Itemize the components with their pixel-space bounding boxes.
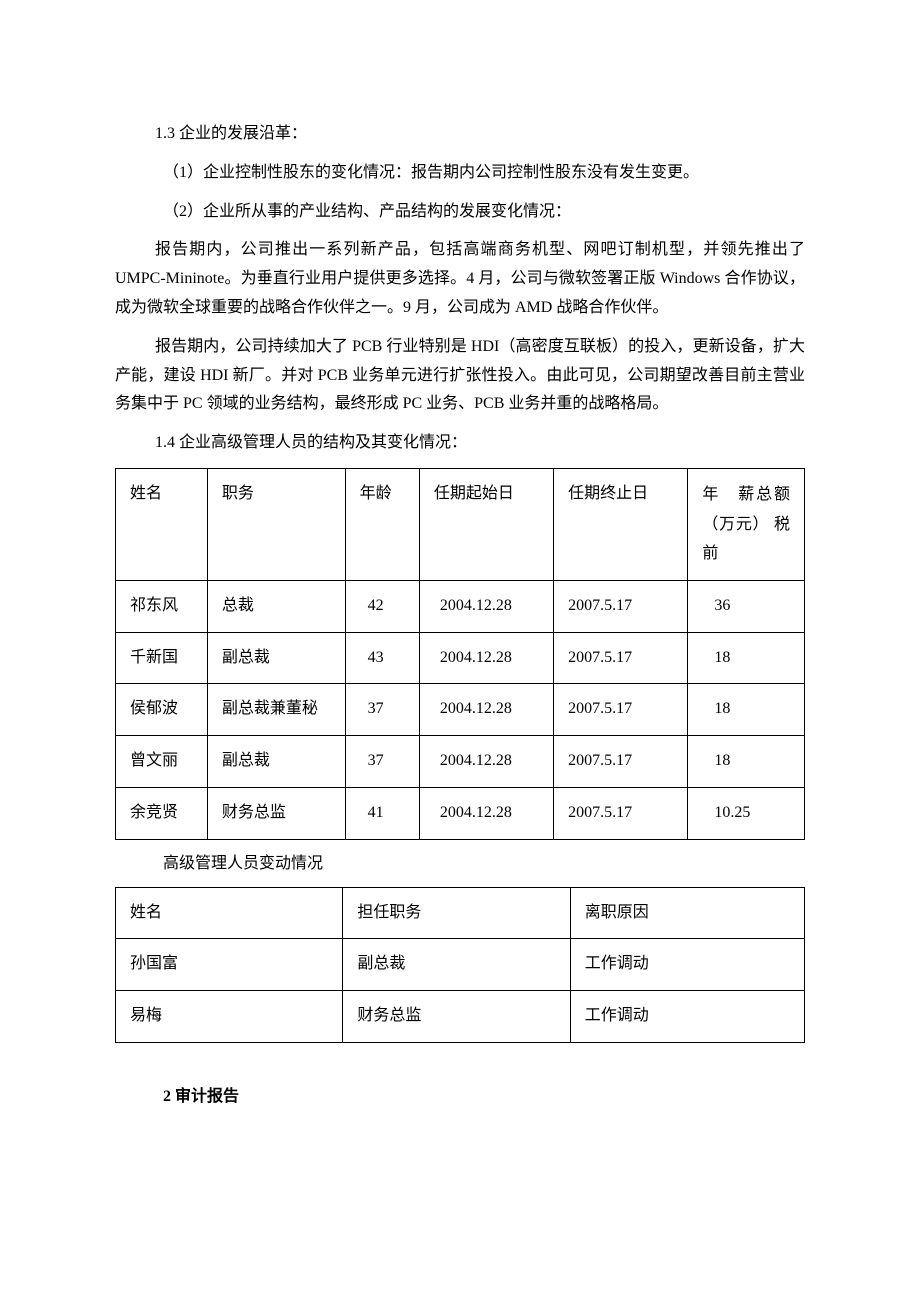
cell-age: 41 <box>345 787 419 839</box>
section-1-3-para1: 报告期内，公司推出一系列新产品，包括高端商务机型、网吧订制机型，并领先推出了 U… <box>115 236 805 322</box>
col-position: 担任职务 <box>343 887 570 939</box>
cell-end: 2007.5.17 <box>554 736 688 788</box>
section-1-3-para2: 报告期内，公司持续加大了 PCB 行业特别是 HDI（高密度互联板）的投入，更新… <box>115 333 805 419</box>
col-age: 年龄 <box>345 468 419 580</box>
cell-salary: 18 <box>688 684 805 736</box>
cell-position: 财务总监 <box>343 991 570 1043</box>
section-1-4-heading: 1.4 企业高级管理人员的结构及其变化情况： <box>115 429 805 458</box>
section-1-3-heading: 1.3 企业的发展沿革： <box>115 120 805 149</box>
change-table: 姓名 担任职务 离职原因 孙国富 副总裁 工作调动 易梅 财务总监 工作调动 <box>115 887 805 1043</box>
table-row: 侯郁波 副总裁兼董秘 37 2004.12.28 2007.5.17 18 <box>116 684 805 736</box>
cell-position: 总裁 <box>207 580 345 632</box>
table-header-row: 姓名 职务 年龄 任期起始日 任期终止日 年 薪总额（万元） 税前 <box>116 468 805 580</box>
cell-name: 祁东风 <box>116 580 208 632</box>
cell-salary: 36 <box>688 580 805 632</box>
col-reason: 离职原因 <box>570 887 804 939</box>
table-row: 易梅 财务总监 工作调动 <box>116 991 805 1043</box>
cell-start: 2004.12.28 <box>419 684 553 736</box>
col-name: 姓名 <box>116 887 343 939</box>
cell-start: 2004.12.28 <box>419 632 553 684</box>
cell-name: 曾文丽 <box>116 736 208 788</box>
cell-start: 2004.12.28 <box>419 580 553 632</box>
cell-start: 2004.12.28 <box>419 787 553 839</box>
cell-position: 财务总监 <box>207 787 345 839</box>
cell-end: 2007.5.17 <box>554 684 688 736</box>
section-1-3-item1: （1）企业控制性股东的变化情况：报告期内公司控制性股东没有发生变更。 <box>115 159 805 188</box>
cell-position: 副总裁 <box>343 939 570 991</box>
cell-name: 孙国富 <box>116 939 343 991</box>
cell-age: 42 <box>345 580 419 632</box>
change-caption: 高级管理人员变动情况 <box>115 850 805 879</box>
cell-end: 2007.5.17 <box>554 787 688 839</box>
cell-name: 余竞贤 <box>116 787 208 839</box>
col-end: 任期终止日 <box>554 468 688 580</box>
col-start: 任期起始日 <box>419 468 553 580</box>
table-row: 余竞贤 财务总监 41 2004.12.28 2007.5.17 10.25 <box>116 787 805 839</box>
cell-salary: 10.25 <box>688 787 805 839</box>
cell-reason: 工作调动 <box>570 939 804 991</box>
cell-end: 2007.5.17 <box>554 580 688 632</box>
col-salary: 年 薪总额（万元） 税前 <box>688 468 805 580</box>
table-row: 千新国 副总裁 43 2004.12.28 2007.5.17 18 <box>116 632 805 684</box>
cell-position: 副总裁 <box>207 736 345 788</box>
cell-start: 2004.12.28 <box>419 736 553 788</box>
section-2-heading: 2 审计报告 <box>115 1083 805 1112</box>
cell-name: 侯郁波 <box>116 684 208 736</box>
table-row: 曾文丽 副总裁 37 2004.12.28 2007.5.17 18 <box>116 736 805 788</box>
col-position: 职务 <box>207 468 345 580</box>
cell-age: 37 <box>345 684 419 736</box>
management-table: 姓名 职务 年龄 任期起始日 任期终止日 年 薪总额（万元） 税前 祁东风 总裁… <box>115 468 805 840</box>
table-header-row: 姓名 担任职务 离职原因 <box>116 887 805 939</box>
cell-position: 副总裁 <box>207 632 345 684</box>
col-name: 姓名 <box>116 468 208 580</box>
cell-salary: 18 <box>688 632 805 684</box>
cell-age: 43 <box>345 632 419 684</box>
section-1-3-item2: （2）企业所从事的产业结构、产品结构的发展变化情况： <box>115 198 805 227</box>
cell-name: 易梅 <box>116 991 343 1043</box>
table-row: 孙国富 副总裁 工作调动 <box>116 939 805 991</box>
cell-age: 37 <box>345 736 419 788</box>
table-row: 祁东风 总裁 42 2004.12.28 2007.5.17 36 <box>116 580 805 632</box>
cell-position: 副总裁兼董秘 <box>207 684 345 736</box>
cell-salary: 18 <box>688 736 805 788</box>
cell-name: 千新国 <box>116 632 208 684</box>
cell-reason: 工作调动 <box>570 991 804 1043</box>
cell-end: 2007.5.17 <box>554 632 688 684</box>
